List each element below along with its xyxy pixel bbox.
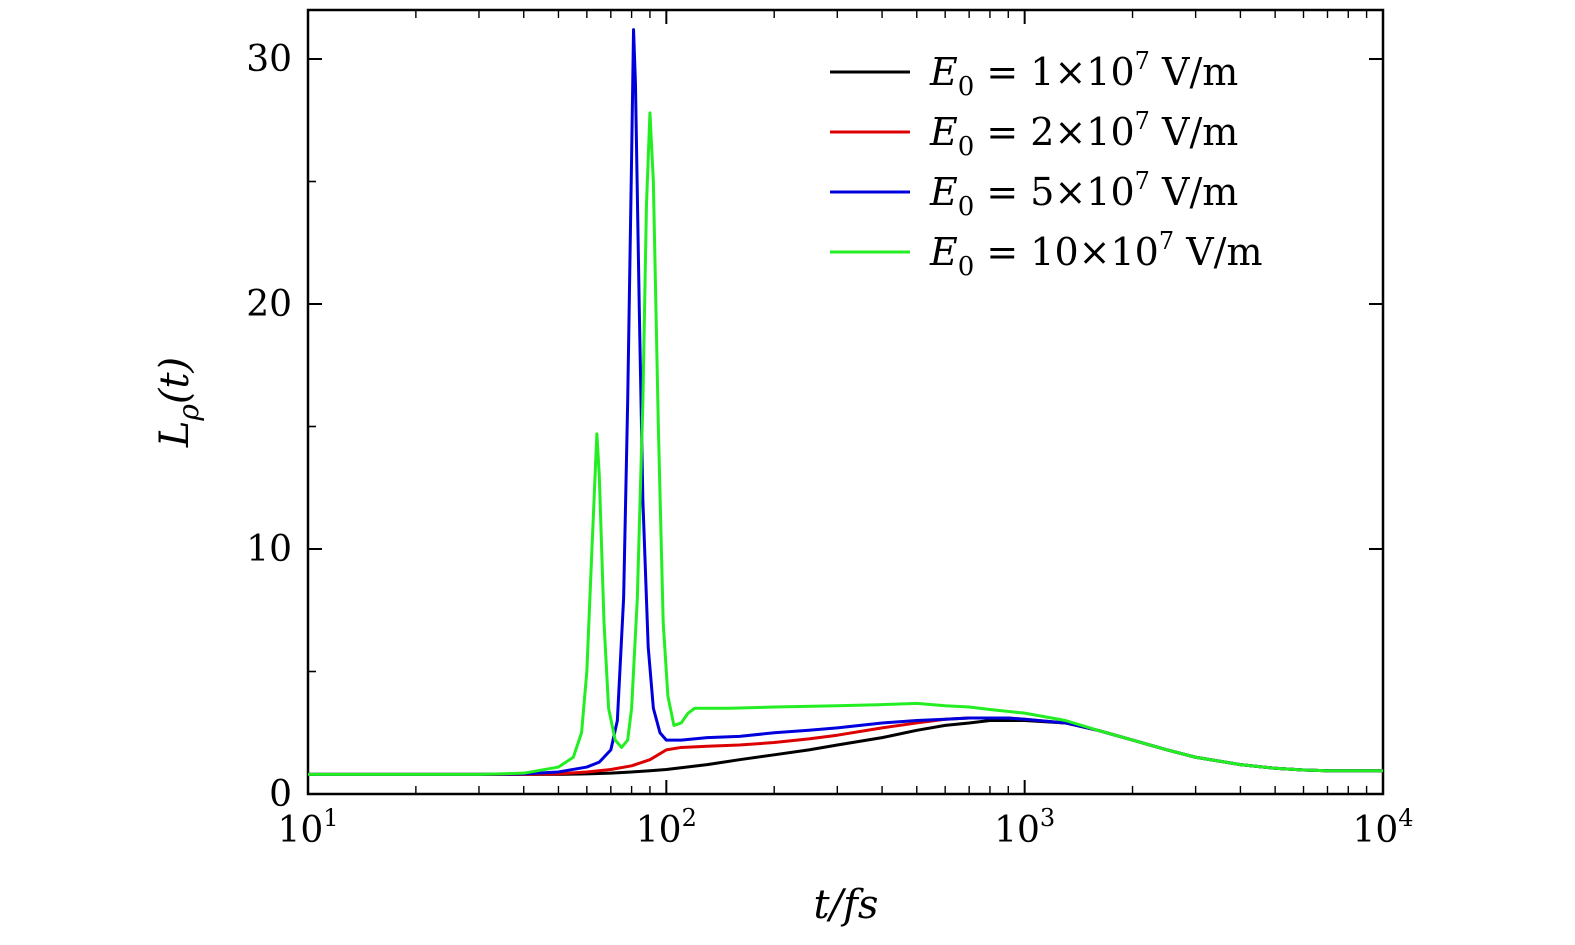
legend-label-1: E0 = 1×107 V/m: [929, 47, 1238, 102]
legend: E0 = 1×107 V/mE0 = 2×107 V/mE0 = 5×107 V…: [830, 47, 1262, 282]
y-tick-label: 0: [269, 774, 292, 815]
series-line-1: [308, 719, 1383, 776]
y-tick-label: 10: [246, 529, 292, 570]
y-tick-label: 30: [246, 39, 292, 80]
x-axis-label: t/fs: [814, 882, 879, 928]
x-tick-label: 101: [277, 804, 338, 851]
x-tick-label: 102: [636, 804, 697, 851]
y-tick-label: 20: [246, 284, 292, 325]
y-axis-label: Lρ(t): [152, 357, 205, 448]
legend-label-4: E0 = 10×107 V/m: [929, 227, 1262, 282]
series-group: [308, 28, 1383, 776]
axis-ticks: 0 10 20 30 101 102 103 104: [246, 10, 1414, 851]
legend-label-3: E0 = 5×107 V/m: [929, 167, 1238, 222]
series-line-4: [308, 111, 1383, 776]
x-tick-label: 104: [1352, 804, 1413, 851]
legend-label-2: E0 = 2×107 V/m: [929, 107, 1238, 162]
x-tick-label: 103: [994, 804, 1055, 851]
plot-frame: [306, 8, 1385, 796]
